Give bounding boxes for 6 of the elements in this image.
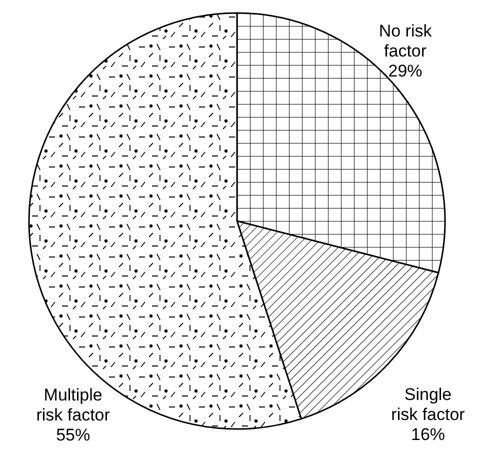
data-label: 16%	[410, 426, 446, 445]
slice-label: Multiple risk factor	[36, 386, 110, 425]
data-label: 29%	[388, 62, 422, 82]
slice-label: No risk factor	[378, 22, 432, 62]
slice-label: Single risk factor	[391, 386, 466, 425]
data-label: 55%	[56, 426, 90, 445]
